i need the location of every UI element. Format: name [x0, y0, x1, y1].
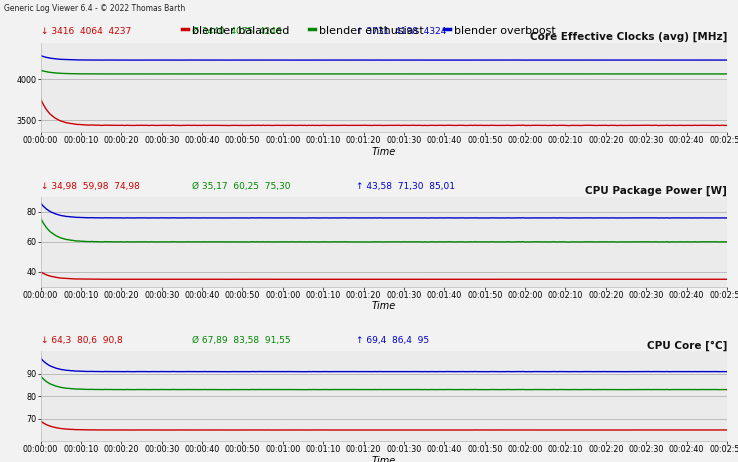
Text: CPU Core [°C]: CPU Core [°C]: [646, 340, 727, 351]
Text: ↑ 43,58  71,30  85,01: ↑ 43,58 71,30 85,01: [356, 182, 455, 191]
Text: ↓ 34,98  59,98  74,98: ↓ 34,98 59,98 74,98: [41, 182, 139, 191]
X-axis label: Time: Time: [372, 147, 396, 157]
X-axis label: Time: Time: [372, 456, 396, 462]
Text: CPU Package Power [W]: CPU Package Power [W]: [585, 186, 727, 196]
Text: Generic Log Viewer 6.4 - © 2022 Thomas Barth: Generic Log Viewer 6.4 - © 2022 Thomas B…: [4, 4, 185, 12]
Text: Ø 3440  4075  4246: Ø 3440 4075 4246: [192, 27, 281, 36]
Text: ↑ 3731  4198  4324: ↑ 3731 4198 4324: [356, 27, 446, 36]
Text: Ø 35,17  60,25  75,30: Ø 35,17 60,25 75,30: [192, 182, 290, 191]
Text: ↓ 3416  4064  4237: ↓ 3416 4064 4237: [41, 27, 131, 36]
Text: ↓ 64,3  80,6  90,8: ↓ 64,3 80,6 90,8: [41, 336, 123, 345]
Text: Core Effective Clocks (avg) [MHz]: Core Effective Clocks (avg) [MHz]: [530, 32, 727, 42]
Text: ↑ 69,4  86,4  95: ↑ 69,4 86,4 95: [356, 336, 430, 345]
X-axis label: Time: Time: [372, 301, 396, 311]
Text: Ø 67,89  83,58  91,55: Ø 67,89 83,58 91,55: [192, 336, 290, 345]
Legend: blender balanced, blender enthusiast, blender overboost: blender balanced, blender enthusiast, bl…: [178, 20, 560, 40]
